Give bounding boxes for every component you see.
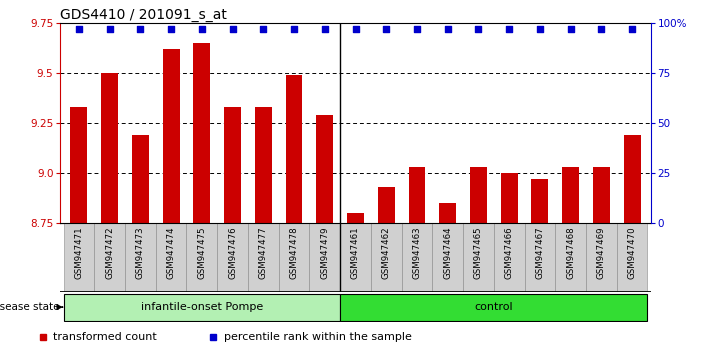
Bar <box>217 223 248 292</box>
Text: GSM947477: GSM947477 <box>259 227 268 279</box>
Text: infantile-onset Pompe: infantile-onset Pompe <box>141 302 263 312</box>
Bar <box>163 49 180 223</box>
Point <box>257 26 269 32</box>
Bar <box>494 223 525 292</box>
Text: GSM947469: GSM947469 <box>597 227 606 279</box>
Bar <box>279 223 309 292</box>
Bar <box>463 223 494 292</box>
Bar <box>101 73 118 223</box>
Bar <box>95 223 125 292</box>
Point <box>534 26 545 32</box>
Bar <box>156 223 186 292</box>
Bar <box>402 223 432 292</box>
Text: GSM947465: GSM947465 <box>474 227 483 279</box>
Bar <box>186 223 217 292</box>
Point <box>473 26 484 32</box>
Bar <box>525 223 555 292</box>
Point <box>73 26 85 32</box>
Bar <box>593 167 610 223</box>
Point <box>380 26 392 32</box>
Text: GSM947474: GSM947474 <box>166 227 176 279</box>
Text: percentile rank within the sample: percentile rank within the sample <box>224 332 412 342</box>
Point <box>350 26 361 32</box>
Text: GDS4410 / 201091_s_at: GDS4410 / 201091_s_at <box>60 8 228 22</box>
Bar <box>63 293 340 321</box>
Bar <box>286 75 302 223</box>
Text: transformed count: transformed count <box>53 332 157 342</box>
Text: GSM947476: GSM947476 <box>228 227 237 279</box>
Bar <box>70 107 87 223</box>
Bar <box>248 223 279 292</box>
Text: GSM947468: GSM947468 <box>566 227 575 279</box>
Bar <box>616 223 648 292</box>
Bar <box>193 43 210 223</box>
Bar <box>347 213 364 223</box>
Text: GSM947464: GSM947464 <box>443 227 452 279</box>
Bar <box>432 223 463 292</box>
Text: GSM947470: GSM947470 <box>628 227 636 279</box>
Point <box>442 26 454 32</box>
Point <box>289 26 300 32</box>
Point <box>166 26 177 32</box>
Point <box>319 26 331 32</box>
Bar <box>63 223 95 292</box>
Bar <box>531 179 548 223</box>
Text: GSM947467: GSM947467 <box>535 227 545 279</box>
Bar <box>132 135 149 223</box>
Point <box>565 26 577 32</box>
Text: GSM947473: GSM947473 <box>136 227 145 279</box>
Bar <box>409 167 425 223</box>
Bar <box>340 223 371 292</box>
Text: control: control <box>474 302 513 312</box>
Point <box>596 26 607 32</box>
Point <box>104 26 115 32</box>
Point <box>134 26 146 32</box>
Bar <box>340 293 648 321</box>
Text: disease state: disease state <box>0 302 60 312</box>
Bar <box>316 115 333 223</box>
Point <box>196 26 208 32</box>
Text: GSM947472: GSM947472 <box>105 227 114 279</box>
Bar <box>439 203 456 223</box>
Text: GSM947478: GSM947478 <box>289 227 299 279</box>
Text: GSM947466: GSM947466 <box>505 227 513 279</box>
Bar <box>586 223 616 292</box>
Text: GSM947461: GSM947461 <box>351 227 360 279</box>
Bar <box>624 135 641 223</box>
Point <box>503 26 515 32</box>
Bar <box>125 223 156 292</box>
Bar <box>501 173 518 223</box>
Point <box>626 26 638 32</box>
Point <box>411 26 422 32</box>
Bar <box>562 167 579 223</box>
Bar <box>224 107 241 223</box>
Bar <box>371 223 402 292</box>
Bar <box>470 167 487 223</box>
Text: GSM947463: GSM947463 <box>412 227 422 279</box>
Point <box>227 26 238 32</box>
Bar <box>555 223 586 292</box>
Bar <box>309 223 340 292</box>
Text: GSM947479: GSM947479 <box>320 227 329 279</box>
Bar <box>378 187 395 223</box>
Text: GSM947462: GSM947462 <box>382 227 391 279</box>
Text: GSM947475: GSM947475 <box>198 227 206 279</box>
Text: GSM947471: GSM947471 <box>75 227 83 279</box>
Bar <box>255 107 272 223</box>
